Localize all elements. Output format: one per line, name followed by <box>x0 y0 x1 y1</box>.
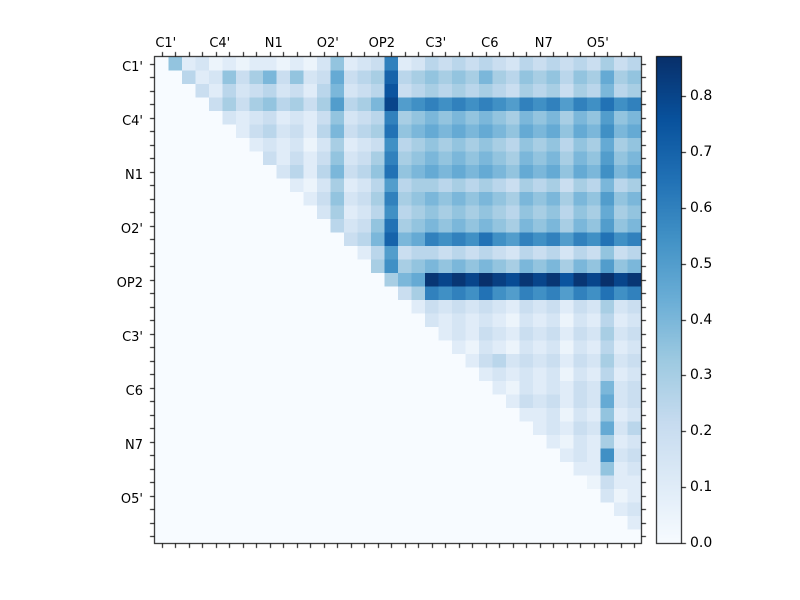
y-axis-tick-label: O5' <box>120 491 143 507</box>
y-axis-tick-label: N1 <box>125 167 143 183</box>
colorbar-tick-label: 0.0 <box>690 535 713 551</box>
colorbar-tick-label: 0.1 <box>690 479 713 496</box>
y-axis-tick-label: C3' <box>122 329 143 345</box>
y-axis-tick-label: C4' <box>122 113 143 129</box>
y-axis-tick-label: N7 <box>125 437 143 453</box>
x-axis-tick-label: OP2 <box>368 36 395 51</box>
colorbar-tick-label: 0.3 <box>690 367 713 384</box>
x-axis-tick-label: N1 <box>264 36 283 51</box>
x-axis-tick-label: O2' <box>316 36 339 51</box>
y-axis-tick-label: C1' <box>122 59 143 75</box>
colorbar-tick-label: 0.8 <box>690 88 713 105</box>
heatmap-canvas <box>155 57 641 543</box>
x-axis-tick-label: N7 <box>534 36 553 51</box>
x-axis-tick-label: O5' <box>586 36 609 51</box>
colorbar-tick-label: 0.2 <box>690 423 713 440</box>
x-axis-tick-label: C6 <box>481 36 499 51</box>
y-axis-tick-label: OP2 <box>116 275 143 291</box>
x-axis-tick-label: C3' <box>425 36 447 51</box>
x-axis-tick-label: C1' <box>155 36 177 51</box>
colorbar-tick-label: 0.7 <box>690 143 713 160</box>
colorbar-tick-label: 0.4 <box>690 311 713 328</box>
x-axis-tick-label: C4' <box>209 36 231 51</box>
y-axis-tick-label: C6 <box>125 383 143 399</box>
colorbar-tick-label: 0.5 <box>690 255 713 272</box>
y-axis-tick-label: O2' <box>120 221 143 237</box>
colorbar-tick-label: 0.6 <box>690 199 713 216</box>
